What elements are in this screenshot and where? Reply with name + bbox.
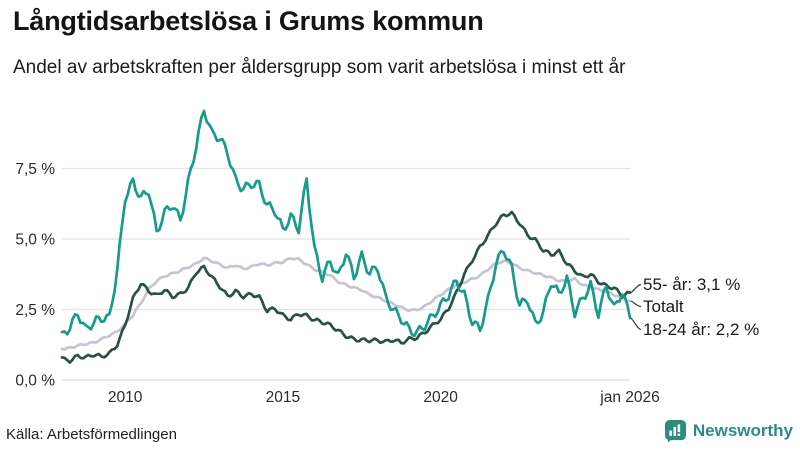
newsworthy-logo-text: Newsworthy (692, 421, 793, 440)
x-axis-label: 2020 (423, 389, 458, 406)
source-note: Källa: Arbetsförmedlingen (6, 426, 177, 443)
annotation-connector (630, 317, 642, 331)
y-axis-label: 0,0 % (15, 373, 55, 390)
chart-title: Långtidsarbetslösa i Grums kommun (13, 6, 484, 36)
annotation-connector (630, 300, 642, 308)
series-line-55-r (60, 210, 632, 364)
chart-subtitle: Andel av arbetskraften per åldersgrupp s… (13, 57, 626, 78)
bar-chart-icon (664, 419, 686, 443)
series-line-18-24-r (60, 109, 632, 338)
series-line-Totalt (60, 256, 632, 351)
series-end-label-18-24: 18-24 år: 2,2 % (643, 320, 760, 339)
x-axis-label: jan 2026 (599, 389, 659, 406)
y-axis-label: 2,5 % (15, 302, 55, 319)
series-end-label-55: 55- år: 3,1 % (643, 275, 741, 294)
newsworthy-logo: Newsworthy (664, 419, 793, 443)
series-end-label-total: Totalt (643, 297, 684, 316)
y-axis-label: 7,5 % (15, 161, 55, 178)
x-axis-label: 2010 (108, 389, 143, 406)
y-axis-label: 5,0 % (15, 232, 55, 249)
x-axis-label: 2015 (266, 389, 300, 406)
annotation-connector (630, 283, 642, 294)
